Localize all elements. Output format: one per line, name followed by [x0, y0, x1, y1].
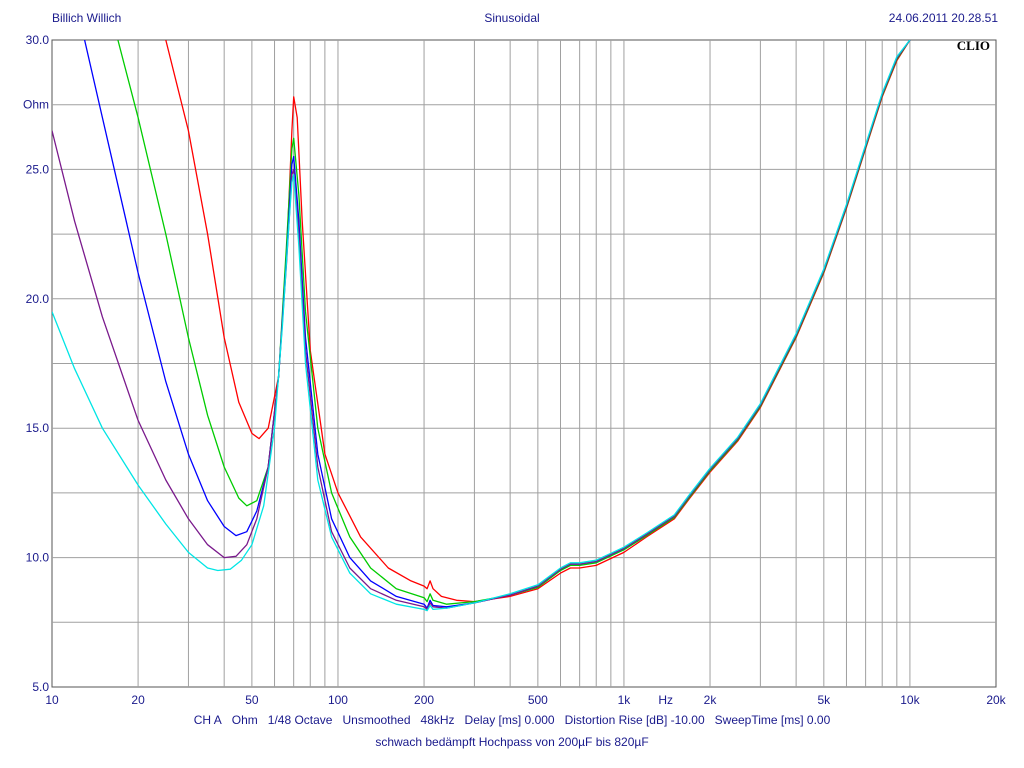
footer-item: Delay [ms] 0.000 — [464, 713, 555, 727]
x-tick-label: 10 — [45, 693, 59, 707]
series-line-4 — [52, 40, 911, 612]
header-left-title: Billich Willich — [52, 11, 122, 25]
y-tick-label: 20.0 — [26, 292, 50, 306]
x-tick-label: 2k — [704, 693, 718, 707]
footer-settings: CH A Ohm 1/48 Octave Unsmoothed 48kHz Delay [… — [0, 713, 1024, 727]
x-tick-label: 100 — [328, 693, 348, 707]
y-axis-label: Ohm — [23, 98, 49, 112]
footer-item: SweepTime [ms] 0.00 — [714, 713, 831, 727]
footer-item: Unsmoothed — [342, 713, 411, 727]
series-line-0 — [165, 40, 911, 603]
y-tick-label: 30.0 — [26, 33, 50, 47]
footer-item: Ohm — [231, 713, 258, 727]
y-tick-label: 5.0 — [32, 680, 49, 694]
series-line-1 — [117, 40, 911, 605]
footer-caption: schwach bedämpft Hochpass von 200µF bis … — [375, 735, 649, 749]
y-tick-label: 10.0 — [26, 551, 50, 565]
x-tick-label: 20k — [986, 693, 1006, 707]
x-tick-label: 500 — [528, 693, 548, 707]
header-center-title: Sinusoidal — [484, 11, 540, 25]
x-tick-label: 1k — [618, 693, 632, 707]
x-tick-label: 200 — [414, 693, 434, 707]
y-tick-label: 15.0 — [26, 421, 50, 435]
clio-logo: CLIO — [956, 38, 990, 53]
x-tick-label: 50 — [245, 693, 259, 707]
x-tick-label: 20 — [131, 693, 145, 707]
footer-item: 48kHz — [420, 713, 455, 727]
y-tick-label: 25.0 — [26, 162, 50, 176]
footer-item: Distortion Rise [dB] -10.00 — [564, 713, 705, 727]
footer-item: CH A — [193, 713, 222, 727]
footer-item: 1/48 Octave — [267, 713, 333, 727]
x-tick-label: 10k — [900, 693, 920, 707]
header-timestamp: 24.06.2011 20.28.51 — [888, 11, 998, 25]
x-tick-label: 5k — [817, 693, 831, 707]
x-axis-unit-label: Hz — [658, 693, 673, 707]
